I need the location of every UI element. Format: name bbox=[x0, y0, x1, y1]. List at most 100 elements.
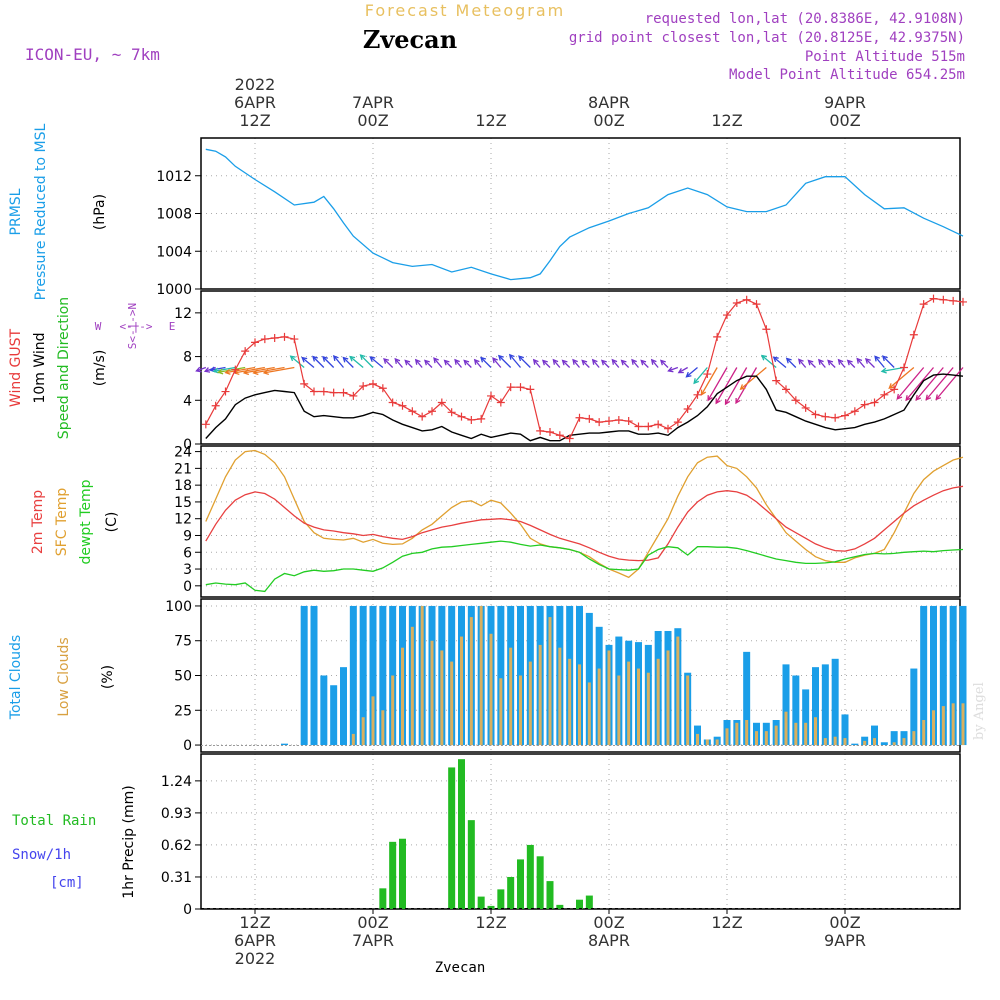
temperature-ytick-label: 24 bbox=[174, 445, 192, 461]
low-cloud-bar bbox=[961, 703, 965, 746]
wind-direction-arrow bbox=[740, 367, 767, 390]
wind-arrow-head bbox=[905, 395, 912, 402]
total-cloud-bar bbox=[871, 725, 878, 746]
wind-arrow-head bbox=[383, 357, 390, 364]
wind-arrow-head bbox=[888, 383, 895, 389]
wind-arrow-head bbox=[631, 358, 637, 365]
wind-ytick-label: 0 bbox=[183, 437, 192, 453]
low-cloud-bar bbox=[705, 739, 709, 746]
low-cloud-bar bbox=[646, 672, 650, 746]
low-cloud-bar bbox=[764, 731, 768, 746]
wind-gust-marker bbox=[241, 347, 250, 356]
precip-ytick-label: 1.24 bbox=[161, 774, 192, 790]
total-cloud-bar bbox=[792, 675, 800, 746]
wind-arrow-head bbox=[224, 369, 231, 375]
top-time-label: 12Z bbox=[711, 111, 742, 130]
low-cloud-bar bbox=[745, 720, 749, 746]
pressure-panel: PRMSL Pressure Reduced to MSL (hPa) 1000… bbox=[8, 123, 964, 300]
wind-direction-arrow bbox=[404, 359, 413, 368]
wind-direction-arrow bbox=[678, 366, 688, 374]
wind-direction-arrow bbox=[888, 367, 915, 389]
wind-direction-arrow bbox=[724, 367, 748, 405]
wind-arrow-head bbox=[581, 359, 588, 366]
wind-direction-arrow bbox=[542, 359, 551, 368]
wind-arrow-head bbox=[772, 356, 779, 363]
low-cloud-bar bbox=[902, 738, 906, 746]
low-cloud-bar bbox=[568, 658, 572, 746]
temp-label-line-2: SFC Temp bbox=[54, 488, 70, 557]
wind-arrow-head bbox=[935, 394, 942, 401]
wind-frame bbox=[200, 290, 961, 445]
wind-gust-marker bbox=[487, 391, 495, 400]
top-time-label: 9APR bbox=[824, 93, 866, 112]
wind-gust-marker bbox=[811, 410, 820, 419]
wind-direction-arrow bbox=[369, 356, 384, 368]
wind-gust-marker bbox=[664, 424, 672, 433]
point-altitude: Point Altitude 515m bbox=[805, 49, 965, 65]
low-cloud-bar bbox=[410, 626, 414, 746]
clouds-unit: (%) bbox=[100, 665, 116, 689]
wind-gust-marker bbox=[742, 295, 751, 304]
wind-gust-marker bbox=[280, 332, 289, 341]
wind-direction-arrow bbox=[463, 359, 472, 368]
wind-direction-arrow bbox=[196, 366, 207, 372]
wind-arrow-head bbox=[715, 398, 721, 405]
wind-gust-marker bbox=[359, 382, 368, 391]
low-cloud-bar bbox=[450, 661, 454, 746]
model-altitude: Model Point Altitude 654.25m bbox=[729, 67, 965, 83]
wind-arrow-head bbox=[611, 358, 618, 365]
low-cloud-bar bbox=[469, 617, 473, 746]
precip-axis-label: 1hr Precip (mm) bbox=[121, 785, 137, 898]
low-cloud-bar bbox=[519, 675, 522, 746]
wind-direction-arrow bbox=[552, 359, 561, 368]
wind-arrow-head bbox=[650, 358, 657, 365]
wind-gust-marker bbox=[496, 398, 505, 407]
wind-gust-marker bbox=[850, 407, 859, 416]
low-cloud-bar bbox=[460, 636, 463, 746]
wind-direction-arrow bbox=[611, 359, 620, 368]
total-cloud-bar bbox=[320, 675, 328, 746]
compass-west: W bbox=[95, 320, 102, 333]
wind-direction-arrow bbox=[234, 366, 265, 374]
wind-arrow-head bbox=[827, 359, 834, 366]
top-time-label: 7APR bbox=[352, 93, 394, 112]
wind-direction-arrow bbox=[925, 367, 954, 401]
wind-direction-arrow bbox=[433, 357, 443, 368]
wind-gust-marker bbox=[319, 387, 328, 396]
total-cloud-bar bbox=[300, 605, 308, 746]
wind-direction-arrow bbox=[360, 354, 374, 368]
wind-gust-marker bbox=[605, 417, 613, 426]
compass-rose: S<-|->N W <-|-> E bbox=[95, 303, 176, 349]
wind-ytick-label: 4 bbox=[183, 393, 192, 409]
total-cloud-bar bbox=[330, 685, 338, 746]
wind-gust-marker bbox=[260, 335, 269, 344]
wind-gust-marker bbox=[329, 388, 338, 397]
wind-gust-marker bbox=[418, 412, 427, 421]
wind-arrow-head bbox=[785, 357, 792, 364]
precip-ytick-label: 0.31 bbox=[161, 870, 192, 886]
wind-gust-marker bbox=[526, 385, 535, 394]
wind-arrow-head bbox=[508, 353, 515, 360]
low-cloud-bar bbox=[420, 605, 424, 746]
pressure-ytick-label: 1004 bbox=[156, 244, 192, 260]
total-cloud-bar bbox=[743, 651, 751, 746]
low-cloud-bar bbox=[401, 647, 404, 746]
wind-arrow-head bbox=[322, 355, 329, 362]
wind-gust-marker bbox=[221, 387, 230, 396]
low-cloud-bar bbox=[617, 675, 621, 746]
low-cloud-bar bbox=[528, 661, 532, 746]
wind-gust-marker bbox=[437, 398, 446, 407]
low-cloud-bar bbox=[391, 675, 395, 746]
top-time-label: 00Z bbox=[593, 111, 624, 130]
wind-arrow-head bbox=[473, 358, 480, 365]
wind-gust-marker bbox=[516, 383, 525, 392]
wind-gust-marker bbox=[890, 385, 899, 394]
rain-bar bbox=[546, 881, 554, 909]
wind-speed-line bbox=[205, 373, 964, 442]
clouds-label-line-2: Low Clouds bbox=[56, 637, 72, 716]
wind-arrow-head bbox=[541, 359, 548, 366]
wind-arrow-head bbox=[404, 359, 411, 366]
bottom-time-label: 00Z bbox=[357, 913, 388, 932]
wind-gust-marker bbox=[624, 417, 633, 426]
low-cloud-bar bbox=[814, 717, 817, 746]
